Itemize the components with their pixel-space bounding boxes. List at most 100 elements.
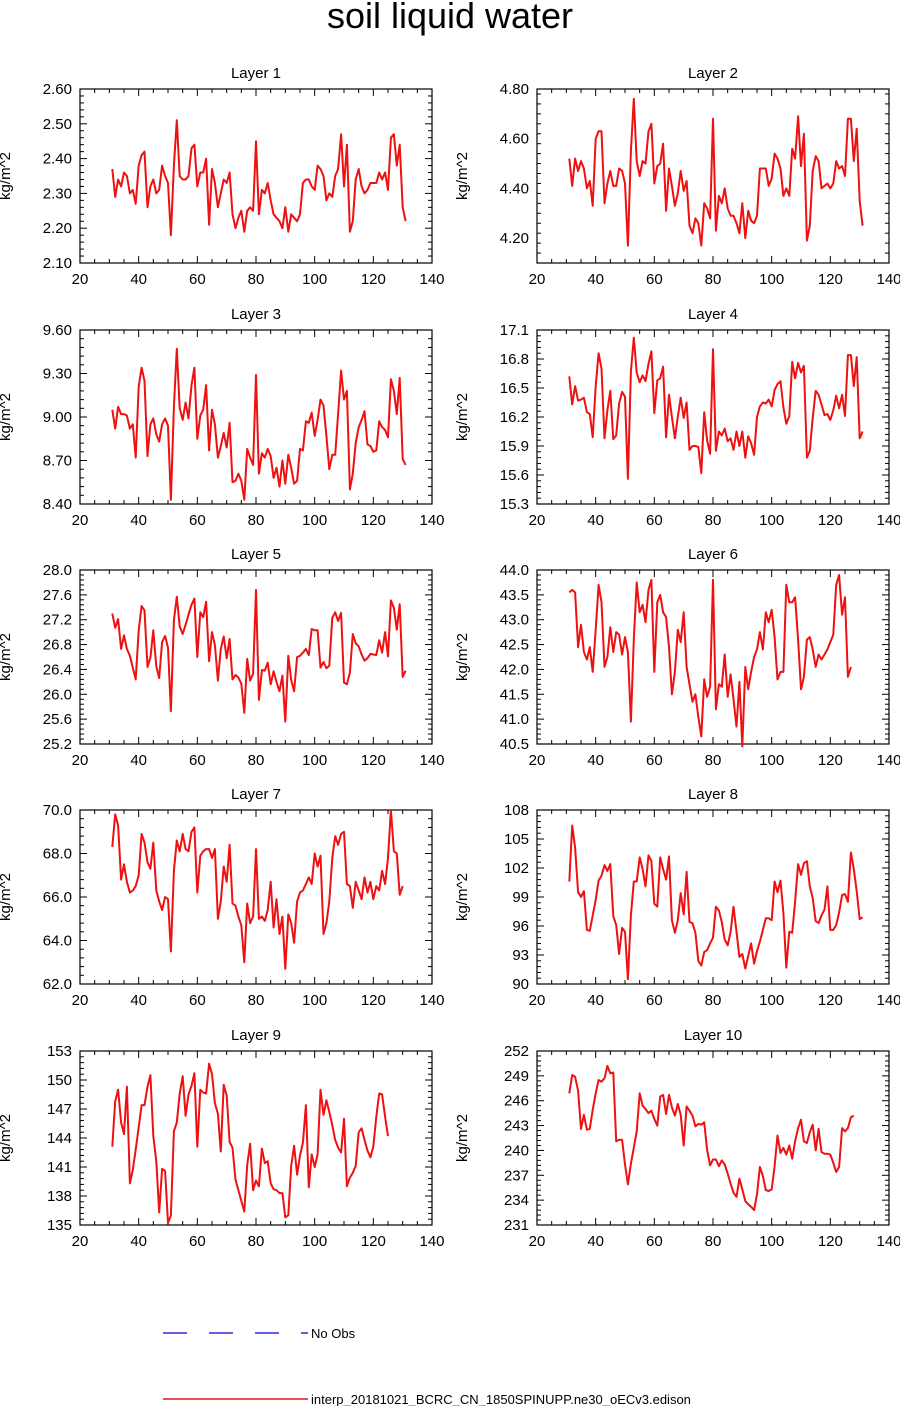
y-axis-label: kg/m^2 — [0, 633, 14, 681]
y-tick-label: 27.6 — [43, 587, 72, 604]
y-tick-label: 2.20 — [43, 220, 72, 237]
series-line-model — [111, 588, 407, 723]
panel-layer-2: Layer 2 kg/m^2 20 40 60 80 100 120 140 4.20 4.40 4.… — [454, 65, 900, 288]
x-tick-label: 40 — [587, 752, 604, 769]
y-tick-label: 96 — [512, 918, 529, 935]
x-tick-label: 20 — [72, 992, 89, 1009]
y-tick-label: 15.3 — [500, 496, 529, 513]
y-axis-label: kg/m^2 — [0, 1114, 14, 1162]
y-tick-label: 4.60 — [500, 131, 529, 148]
x-tick-label: 120 — [361, 512, 386, 529]
y-tick-label: 15.6 — [500, 467, 529, 484]
y-tick-label: 17.1 — [500, 322, 529, 339]
x-tick-label: 140 — [876, 512, 900, 529]
x-tick-label: 20 — [529, 512, 546, 529]
panel-layer-3: Layer 3 kg/m^2 20 40 60 80 100 120 140 8.40 8.70 9.… — [0, 306, 445, 529]
x-tick-label: 40 — [130, 992, 147, 1009]
y-tick-label: 64.0 — [43, 933, 72, 950]
panel-title: Layer 2 — [688, 65, 738, 82]
y-tick-label: 2.10 — [43, 255, 72, 272]
y-tick-label: 66.0 — [43, 889, 72, 906]
x-tick-label: 40 — [587, 512, 604, 529]
y-tick-label: 70.0 — [43, 802, 72, 819]
x-tick-label: 140 — [876, 1233, 900, 1250]
series-line-model — [568, 336, 864, 480]
y-tick-label: 26.8 — [43, 637, 72, 654]
legend: No Obs interp_20181021_BCRC_CN_1850SPINU… — [163, 1326, 691, 1407]
panel-layer-7: Layer 7 kg/m^2 20 40 60 80 100 120 140 62.0 64.0 66… — [0, 786, 445, 1009]
x-tick-label: 80 — [248, 512, 265, 529]
panel-title: Layer 1 — [231, 65, 281, 82]
x-tick-label: 140 — [876, 752, 900, 769]
x-tick-label: 40 — [587, 271, 604, 288]
series-line-model — [568, 97, 864, 247]
x-tick-label: 100 — [302, 752, 327, 769]
y-tick-label: 102 — [504, 860, 529, 877]
y-tick-label: 43.0 — [500, 612, 529, 629]
y-tick-label: 44.0 — [500, 562, 529, 579]
x-tick-label: 100 — [302, 1233, 327, 1250]
y-tick-label: 2.40 — [43, 151, 72, 168]
x-tick-label: 20 — [529, 271, 546, 288]
x-tick-label: 20 — [72, 512, 89, 529]
y-tick-label: 25.6 — [43, 711, 72, 728]
panel-layer-6: Layer 6 kg/m^2 20 40 60 80 100 120 140 40.5 41.0 41… — [454, 546, 900, 769]
x-tick-label: 100 — [759, 512, 784, 529]
y-tick-label: 2.60 — [43, 81, 72, 98]
x-tick-label: 120 — [818, 512, 843, 529]
x-tick-label: 140 — [419, 1233, 444, 1250]
series-line-model — [111, 347, 407, 501]
y-tick-label: 27.2 — [43, 612, 72, 629]
x-tick-label: 100 — [759, 752, 784, 769]
x-tick-label: 100 — [302, 512, 327, 529]
y-tick-label: 2.50 — [43, 116, 72, 133]
panel-title: Layer 5 — [231, 546, 281, 563]
y-tick-label: 135 — [47, 1217, 72, 1234]
panel-title: Layer 8 — [688, 786, 738, 803]
plot-frame — [536, 1050, 890, 1226]
y-tick-label: 42.5 — [500, 637, 529, 654]
y-axis-label: kg/m^2 — [454, 1114, 471, 1162]
x-tick-label: 20 — [529, 992, 546, 1009]
x-tick-label: 20 — [72, 271, 89, 288]
y-tick-label: 99 — [512, 889, 529, 906]
x-tick-label: 120 — [818, 271, 843, 288]
y-tick-label: 15.9 — [500, 438, 529, 455]
x-tick-label: 20 — [72, 1233, 89, 1250]
x-tick-label: 60 — [646, 992, 663, 1009]
x-tick-label: 140 — [876, 271, 900, 288]
panel-layer-5: Layer 5 kg/m^2 20 40 60 80 100 120 140 25.2 25.6 26… — [0, 546, 445, 769]
y-tick-label: 249 — [504, 1068, 529, 1085]
x-tick-label: 140 — [419, 992, 444, 1009]
y-tick-label: 16.5 — [500, 380, 529, 397]
y-tick-label: 9.00 — [43, 409, 72, 426]
y-axis-label: kg/m^2 — [454, 873, 471, 921]
y-tick-label: 8.70 — [43, 453, 72, 470]
y-tick-label: 62.0 — [43, 976, 72, 993]
panel-title: Layer 3 — [231, 306, 281, 323]
x-tick-label: 100 — [759, 271, 784, 288]
plot-frame — [79, 329, 433, 505]
x-tick-label: 60 — [646, 271, 663, 288]
y-tick-label: 2.30 — [43, 185, 72, 202]
x-tick-label: 40 — [587, 992, 604, 1009]
y-tick-label: 25.2 — [43, 736, 72, 753]
x-tick-label: 60 — [646, 512, 663, 529]
x-tick-label: 40 — [130, 512, 147, 529]
y-tick-label: 93 — [512, 947, 529, 964]
series-line-model — [111, 809, 404, 970]
y-tick-label: 231 — [504, 1217, 529, 1234]
plot-frame — [536, 809, 890, 985]
y-tick-label: 9.60 — [43, 322, 72, 339]
y-axis-label: kg/m^2 — [454, 152, 471, 200]
x-tick-label: 60 — [189, 992, 206, 1009]
x-tick-label: 80 — [248, 271, 265, 288]
y-tick-label: 252 — [504, 1043, 529, 1060]
series-line-model — [568, 1064, 855, 1212]
y-tick-label: 105 — [504, 831, 529, 848]
x-tick-label: 120 — [361, 752, 386, 769]
x-tick-label: 120 — [818, 752, 843, 769]
x-tick-label: 100 — [759, 1233, 784, 1250]
x-tick-label: 40 — [130, 1233, 147, 1250]
